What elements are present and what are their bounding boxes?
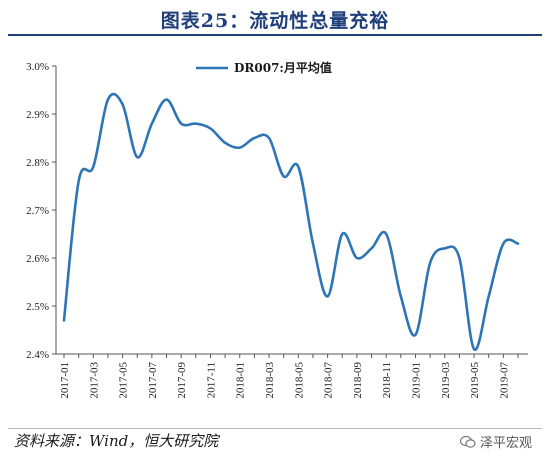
- legend-label: DR007:月平均值: [234, 60, 332, 75]
- y-tick-label: 2.5%: [26, 301, 49, 313]
- y-tick-label: 3.0%: [26, 61, 49, 73]
- x-tick-label: 2018-03: [264, 362, 276, 399]
- x-tick-label: 2018-07: [323, 362, 335, 399]
- title-underline: [8, 34, 542, 36]
- watermark: 泽平宏观: [459, 432, 532, 451]
- x-tick-label: 2018-11: [381, 362, 393, 398]
- x-tick-label: 2018-01: [235, 362, 247, 399]
- x-tick-label: 2019-03: [440, 362, 452, 399]
- x-tick-label: 2017-05: [118, 362, 130, 399]
- chart-title: 图表25：流动性总量充裕: [160, 10, 390, 32]
- y-tick-label: 2.9%: [26, 109, 49, 121]
- x-tick-label: 2018-05: [293, 362, 305, 399]
- x-tick-label: 2017-01: [59, 362, 71, 399]
- x-tick-label: 2018-09: [352, 362, 364, 399]
- series-layer: [62, 92, 520, 351]
- source-note: 资料来源：Wind，恒大研究院: [14, 432, 219, 450]
- y-tick-label: 2.8%: [26, 157, 49, 169]
- x-tick-label: 2019-01: [410, 362, 422, 399]
- x-tick-label: 2017-09: [176, 362, 188, 399]
- line-chart: 2.4% 2.5% 2.6% 2.7% 2.8% 2.9% 3.0% 2017-01 2017-…: [26, 60, 528, 399]
- x-tick-label: 2017-11: [205, 362, 217, 398]
- wechat-icon: [459, 435, 476, 448]
- y-tick-label: 2.7%: [26, 205, 49, 217]
- x-tick-label: 2017-07: [147, 362, 159, 399]
- axes: 2.4% 2.5% 2.6% 2.7% 2.8% 2.9% 3.0% 2017-01 2017-…: [26, 61, 528, 399]
- footer-divider: [8, 428, 542, 429]
- x-tick-label: 2019-07: [498, 362, 510, 399]
- watermark-text: 泽平宏观: [479, 436, 532, 451]
- y-tick-label: 2.6%: [26, 253, 49, 265]
- x-tick-label: 2017-03: [88, 362, 100, 399]
- x-tick-label: 2019-05: [469, 362, 481, 399]
- y-tick-label: 2.4%: [26, 349, 49, 361]
- series-line-dr007: [62, 92, 520, 351]
- legend: DR007:月平均值: [196, 60, 332, 75]
